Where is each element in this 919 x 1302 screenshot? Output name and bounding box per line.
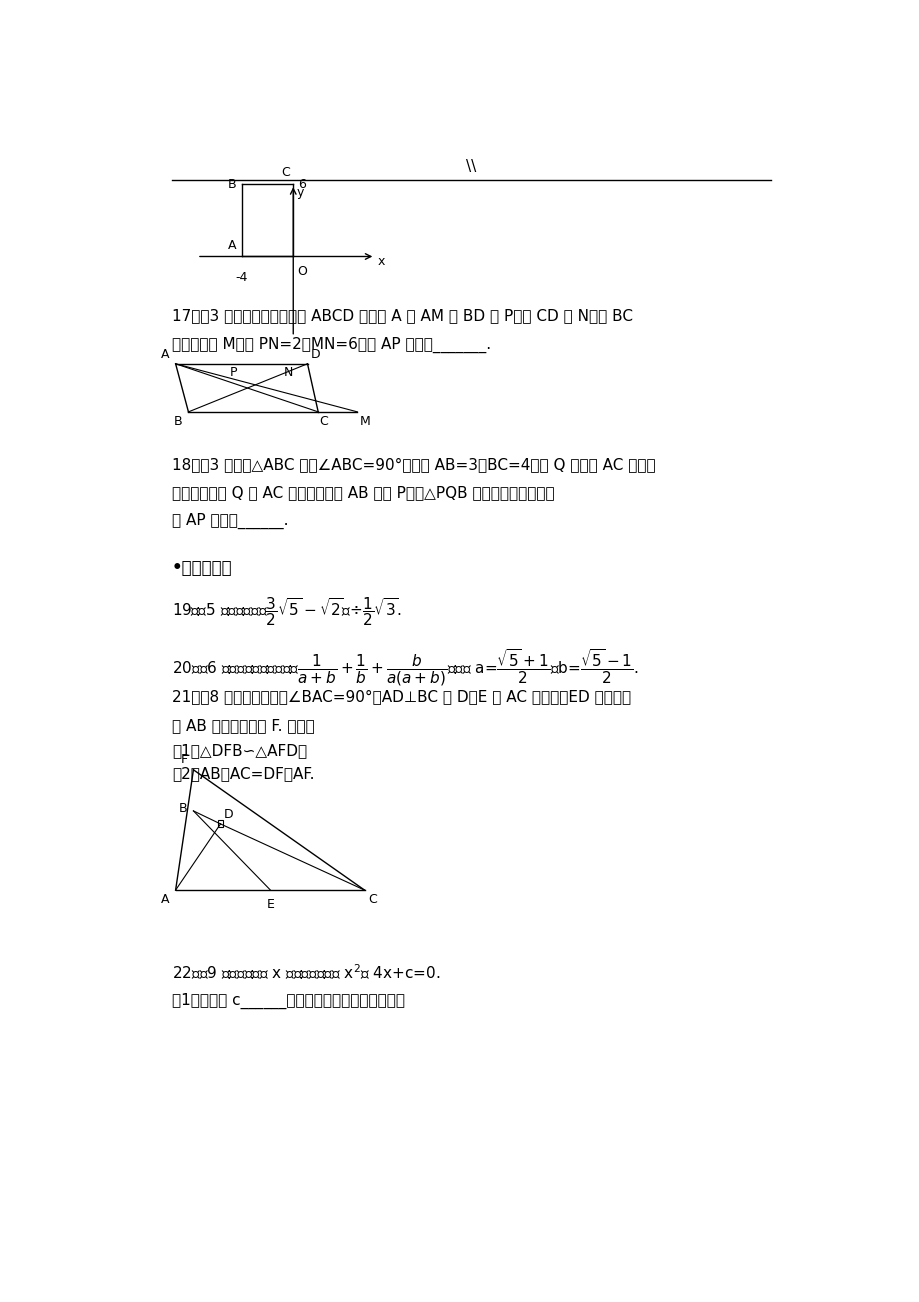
Text: N: N — [283, 366, 292, 379]
Text: A: A — [161, 893, 170, 906]
Text: （1）△DFB∽△AFD；: （1）△DFB∽△AFD； — [172, 742, 307, 758]
Text: 19．（5 分）计算：（$\dfrac{3}{2}\sqrt{5}-\sqrt{2}$）÷$\dfrac{1}{2}\sqrt{3}$.: 19．（5 分）计算：（$\dfrac{3}{2}\sqrt{5}-\sqrt{… — [172, 595, 402, 628]
Text: x: x — [377, 255, 384, 268]
Text: •三、解答题: •三、解答题 — [172, 560, 233, 577]
Text: 6: 6 — [298, 178, 306, 191]
Text: 交 AB 的延长线于点 F. 求证：: 交 AB 的延长线于点 F. 求证： — [172, 717, 314, 733]
Text: F: F — [180, 753, 187, 766]
Text: A: A — [161, 348, 170, 361]
Text: 18．（3 分）在△ABC 中，∠ABC=90°，已知 AB=3，BC=4，点 Q 是线段 AC 上的一: 18．（3 分）在△ABC 中，∠ABC=90°，已知 AB=3，BC=4，点 … — [172, 457, 655, 473]
Text: \\: \\ — [466, 159, 476, 174]
Text: D: D — [310, 348, 320, 361]
Text: C: C — [319, 415, 328, 428]
Text: 17．（3 分）已知平行四边形 ABCD 中，过 A 作 AM 交 BD 于 P，交 CD 于 N，交 BC: 17．（3 分）已知平行四边形 ABCD 中，过 A 作 AM 交 BD 于 P… — [172, 309, 632, 324]
Text: -4: -4 — [235, 271, 248, 284]
Text: 段 AP 的长为______.: 段 AP 的长为______. — [172, 513, 289, 530]
Text: （1）当实数 c______时，该方程有两个不等实根；: （1）当实数 c______时，该方程有两个不等实根； — [172, 992, 404, 1009]
Text: C: C — [368, 893, 377, 906]
Text: y: y — [297, 186, 304, 199]
Text: 22．（9 分）已知关于 x 的一元二次方程 x$^{2}$－ 4x+c=0.: 22．（9 分）已知关于 x 的一元二次方程 x$^{2}$－ 4x+c=0. — [172, 962, 440, 982]
Text: B: B — [174, 415, 183, 428]
Text: D: D — [224, 809, 233, 822]
Text: 21．（8 分）如图，已知∠BAC=90°，AD⊥BC 于 D，E 是 AC 的中点，ED 的延长线: 21．（8 分）如图，已知∠BAC=90°，AD⊥BC 于 D，E 是 AC 的… — [172, 690, 630, 704]
Text: （2）AB；AC=DF；AF.: （2）AB；AC=DF；AF. — [172, 766, 314, 781]
Text: B: B — [227, 178, 236, 191]
Text: 20．（6 分）先化简，再求值：$\dfrac{1}{a+b}+\dfrac{1}{b}+\dfrac{b}{a(a+b)}$，其中 a=$\dfrac{\sq: 20．（6 分）先化简，再求值：$\dfrac{1}{a+b}+\dfrac{1… — [172, 647, 638, 689]
Text: A: A — [228, 240, 236, 253]
Text: E: E — [267, 898, 274, 911]
Text: P: P — [230, 366, 237, 379]
Text: B: B — [179, 802, 187, 815]
Text: 的延长线与 M，若 PN=2，MN=6，则 AP 的长为_______.: 的延长线与 M，若 PN=2，MN=6，则 AP 的长为_______. — [172, 337, 491, 353]
Text: O: O — [297, 264, 306, 277]
Text: 个动点，过点 Q 作 AC 的垂线交直线 AB 于点 P，当△PQB 为等腰三角形时，线: 个动点，过点 Q 作 AC 的垂线交直线 AB 于点 P，当△PQB 为等腰三角… — [172, 486, 554, 500]
Text: C: C — [280, 167, 289, 180]
Text: M: M — [359, 415, 370, 428]
Bar — [218, 820, 222, 828]
